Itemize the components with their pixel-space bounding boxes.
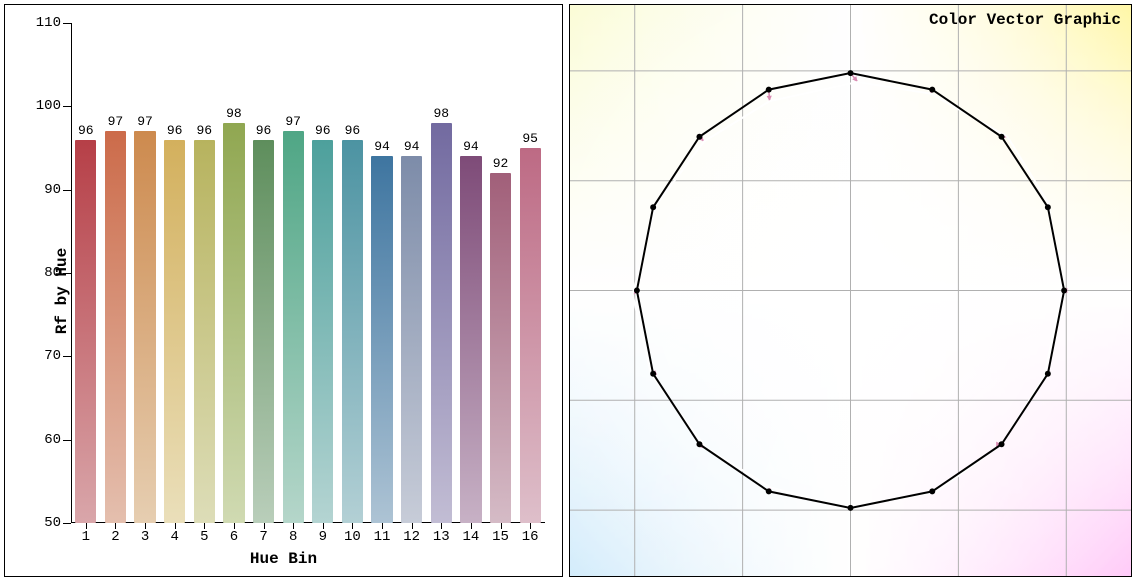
x-axis-title: Hue Bin	[5, 550, 562, 568]
bar-value-label: 92	[493, 156, 509, 171]
x-tick-label: 9	[319, 529, 327, 545]
y-tick	[63, 440, 71, 441]
bar	[490, 173, 511, 523]
bar-value-label: 96	[315, 123, 331, 138]
color-vector-graphic: Color Vector Graphic	[569, 4, 1132, 577]
bar	[431, 123, 452, 523]
y-tick	[63, 523, 71, 524]
cvg-plot	[570, 5, 1131, 576]
bar	[520, 148, 541, 523]
plot-area: 5060708090100110961972973964965986967978…	[71, 23, 545, 523]
y-tick	[63, 23, 71, 24]
x-tick-label: 12	[403, 529, 420, 545]
y-tick	[63, 106, 71, 107]
figure-container: Rf by Hue Hue Bin 5060708090100110961972…	[0, 0, 1136, 581]
bar	[223, 123, 244, 523]
bar	[283, 131, 304, 523]
x-tick-label: 14	[463, 529, 480, 545]
y-tick-label: 100	[36, 98, 61, 114]
x-tick-label: 3	[141, 529, 149, 545]
x-tick-label: 15	[492, 529, 509, 545]
y-tick-label: 60	[44, 432, 61, 448]
bar-value-label: 96	[197, 123, 213, 138]
y-tick-label: 80	[44, 265, 61, 281]
bar-value-label: 96	[78, 123, 94, 138]
x-tick-label: 1	[82, 529, 90, 545]
bar-value-label: 95	[522, 131, 538, 146]
x-tick-label: 8	[289, 529, 297, 545]
bar	[253, 140, 274, 523]
x-tick-label: 2	[111, 529, 119, 545]
bar-value-label: 94	[463, 139, 479, 154]
bar	[401, 156, 422, 523]
y-tick-label: 50	[44, 515, 61, 531]
bar-value-label: 97	[108, 114, 124, 129]
rf-by-hue-chart: Rf by Hue Hue Bin 5060708090100110961972…	[4, 4, 563, 577]
x-tick-label: 11	[374, 529, 391, 545]
bar	[105, 131, 126, 523]
cvg-title: Color Vector Graphic	[929, 11, 1121, 29]
y-tick-label: 90	[44, 182, 61, 198]
y-tick	[63, 356, 71, 357]
y-tick	[63, 190, 71, 191]
bar	[194, 140, 215, 523]
bar-value-label: 96	[167, 123, 183, 138]
bar-value-label: 94	[374, 139, 390, 154]
bar-value-label: 98	[434, 106, 450, 121]
bar	[460, 156, 481, 523]
y-axis	[71, 23, 72, 523]
x-tick-label: 13	[433, 529, 450, 545]
x-tick-label: 16	[522, 529, 539, 545]
bar-value-label: 96	[345, 123, 361, 138]
bar	[164, 140, 185, 523]
bar	[134, 131, 155, 523]
bar	[312, 140, 333, 523]
bar	[371, 156, 392, 523]
bar-value-label: 97	[285, 114, 301, 129]
y-tick	[63, 273, 71, 274]
x-tick-label: 4	[170, 529, 178, 545]
x-tick-label: 10	[344, 529, 361, 545]
y-tick-label: 70	[44, 348, 61, 364]
x-tick-label: 5	[200, 529, 208, 545]
bar	[342, 140, 363, 523]
x-tick-label: 6	[230, 529, 238, 545]
y-tick-label: 110	[36, 15, 61, 31]
x-tick-label: 7	[259, 529, 267, 545]
bar-value-label: 94	[404, 139, 420, 154]
bar	[75, 140, 96, 523]
bar-value-label: 96	[256, 123, 272, 138]
bar-value-label: 98	[226, 106, 242, 121]
bar-value-label: 97	[137, 114, 153, 129]
y-axis-title: Rf by Hue	[53, 247, 71, 333]
